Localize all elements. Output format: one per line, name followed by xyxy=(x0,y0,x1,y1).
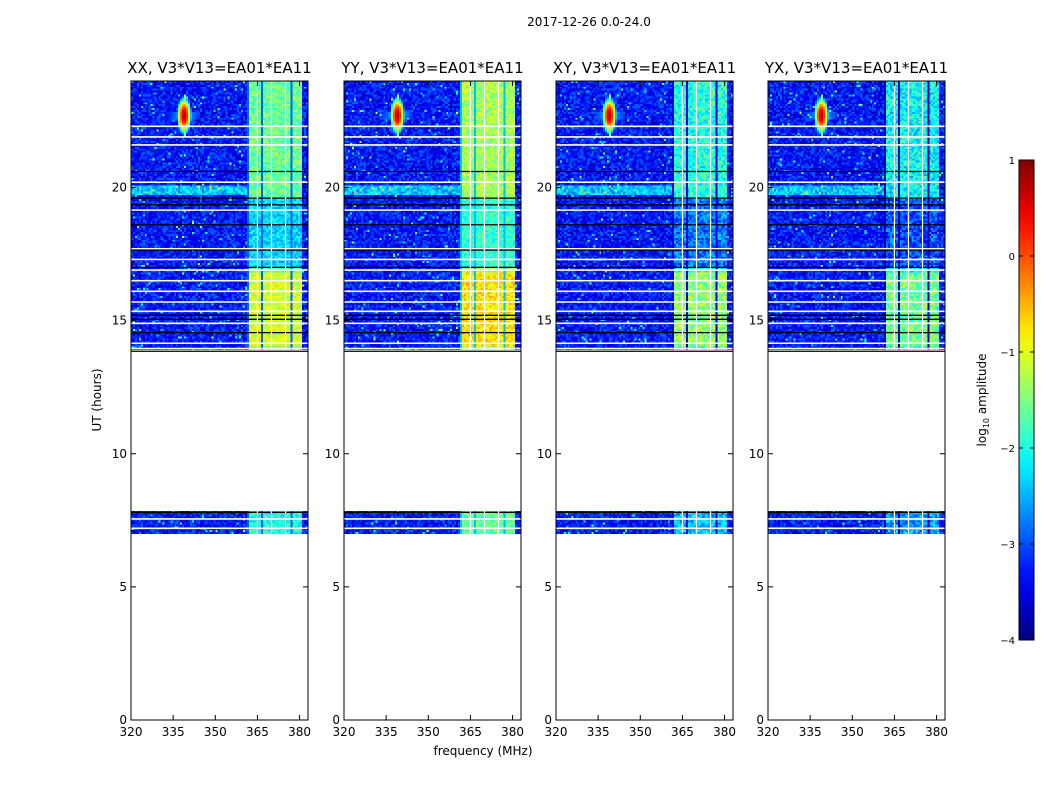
colorbar-tick-label: 1 xyxy=(1009,156,1015,167)
panel-3: XY, V3*V13=EA01*EA11 320 335 350 365 380 0 5 10 1… xyxy=(537,59,736,739)
colorbar-tick-label: −4 xyxy=(1000,636,1015,647)
heatmap-image xyxy=(768,81,945,720)
y-tick-label: 5 xyxy=(332,580,340,594)
panel-title: XX, V3*V13=EA01*EA11 xyxy=(127,59,311,77)
panel-title: YX, V3*V13=EA01*EA11 xyxy=(764,59,948,77)
x-tick-label: 320 xyxy=(757,725,780,739)
heatmap-image xyxy=(131,81,308,720)
x-tick-label: 320 xyxy=(120,725,143,739)
heatmap-image xyxy=(344,81,521,720)
figure-suptitle: 2017-12-26 0.0-24.0 xyxy=(527,15,651,29)
y-tick-label: 20 xyxy=(112,181,127,195)
x-tick-label: 335 xyxy=(162,725,185,739)
colorbar-label: log10 amplitude xyxy=(975,354,991,447)
colorbar-tick-label: −1 xyxy=(1000,348,1015,359)
y-tick-label: 0 xyxy=(544,713,552,727)
x-axis-label: frequency (MHz) xyxy=(433,744,532,758)
x-tick-label: 380 xyxy=(501,725,524,739)
x-tick-label: 350 xyxy=(417,725,440,739)
heatmap-image xyxy=(556,81,733,720)
y-tick-label: 15 xyxy=(749,314,764,328)
y-tick-label: 10 xyxy=(749,447,764,461)
panel-2: YY, V3*V13=EA01*EA11 320 335 350 365 380 0 5 10 1… xyxy=(325,59,524,739)
x-tick-label: 335 xyxy=(587,725,610,739)
x-tick-label: 320 xyxy=(545,725,568,739)
panel-frame xyxy=(767,80,946,721)
x-tick-label: 380 xyxy=(925,725,948,739)
colorbar-tick-label: −2 xyxy=(1000,444,1015,455)
panel-title: XY, V3*V13=EA01*EA11 xyxy=(553,59,736,77)
y-tick-label: 0 xyxy=(756,713,764,727)
y-tick-label: 10 xyxy=(325,447,340,461)
x-tick-label: 350 xyxy=(204,725,227,739)
colorbar-tick-label: −3 xyxy=(1000,540,1015,551)
x-tick-label: 380 xyxy=(713,725,736,739)
panels-group: XX, V3*V13=EA01*EA11 320 335 350 365 380 0 5 10 1… xyxy=(112,59,948,739)
x-tick-label: 350 xyxy=(629,725,652,739)
x-tick-label: 365 xyxy=(246,725,269,739)
panel-frame xyxy=(130,80,309,721)
x-tick-label: 335 xyxy=(799,725,822,739)
x-tick-label: 350 xyxy=(841,725,864,739)
x-tick-label: 365 xyxy=(459,725,482,739)
y-tick-label: 20 xyxy=(749,181,764,195)
y-tick-label: 20 xyxy=(325,181,340,195)
x-tick-label: 365 xyxy=(883,725,906,739)
y-tick-label: 0 xyxy=(332,713,340,727)
x-tick-label: 380 xyxy=(288,725,311,739)
y-tick-label: 5 xyxy=(119,580,127,594)
panel-frame xyxy=(343,80,522,721)
y-tick-label: 5 xyxy=(756,580,764,594)
panel-frame xyxy=(555,80,734,721)
y-tick-label: 10 xyxy=(112,447,127,461)
y-tick-label: 10 xyxy=(537,447,552,461)
panel-title: YY, V3*V13=EA01*EA11 xyxy=(340,59,523,77)
panel-4: YX, V3*V13=EA01*EA11 320 335 350 365 380 0 5 10 1… xyxy=(749,59,948,739)
colorbar-gradient xyxy=(1018,159,1035,641)
panel-1: XX, V3*V13=EA01*EA11 320 335 350 365 380 0 5 10 1… xyxy=(112,59,312,739)
y-tick-label: 5 xyxy=(544,580,552,594)
y-tick-label: 15 xyxy=(537,314,552,328)
x-tick-label: 335 xyxy=(375,725,398,739)
colorbar: −4 −3 −2 −1 0 1 xyxy=(1000,156,1035,647)
y-tick-label: 20 xyxy=(537,181,552,195)
y-axis-label: UT (hours) xyxy=(90,368,104,431)
y-tick-label: 15 xyxy=(325,314,340,328)
x-tick-label: 365 xyxy=(671,725,694,739)
y-tick-label: 0 xyxy=(119,713,127,727)
x-tick-label: 320 xyxy=(333,725,356,739)
y-tick-label: 15 xyxy=(112,314,127,328)
colorbar-tick-label: 0 xyxy=(1009,252,1015,263)
